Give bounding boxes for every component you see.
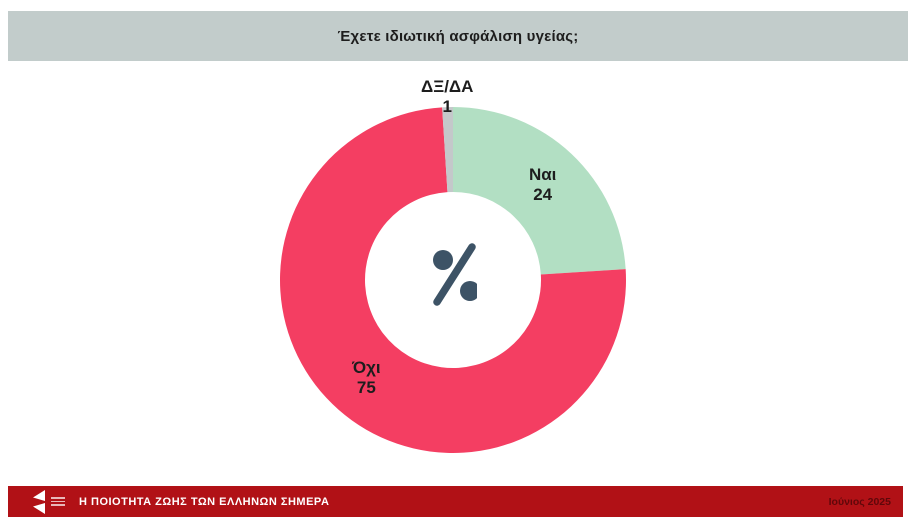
question-title-bar: Έχετε ιδιωτική ασφάλιση υγείας; [8,11,908,61]
slice-label-Όχι: Όχι 75 [352,358,381,398]
slice-name: ΔΞ/ΔΑ [421,77,474,97]
logo-text-lines [51,497,65,506]
slice-value: 24 [533,184,553,204]
slice-name: Όχι [352,358,381,378]
percent-icon [433,243,477,306]
footer-date: Ιούνιος 2025 [828,495,891,508]
question-title: Έχετε ιδιωτική ασφάλιση υγείας; [337,27,579,45]
footer-logo-icon [33,489,45,514]
slice-name: Ναι [528,164,557,184]
donut-slice-ΔΞ/ΔΑ [442,107,453,193]
donut-slice-Όχι [280,107,627,453]
slice-label-ΔΞ/ΔΑ: ΔΞ/ΔΑ 1 [421,77,473,117]
slice-value: 75 [356,378,376,398]
footer-title: Η ΠΟΙΟΤΗΤΑ ΖΩΗΣ ΤΩΝ ΕΛΛΗΝΩΝ ΣΗΜΕΡΑ [79,495,330,508]
slice-value: 1 [442,97,452,117]
slice-label-Ναι: Ναι 24 [529,165,556,205]
footer-bar: Η ΠΟΙΟΤΗΤΑ ΖΩΗΣ ΤΩΝ ΕΛΛΗΝΩΝ ΣΗΜΕΡΑ Ιούνι… [8,486,903,517]
donut-slice-Ναι [453,107,626,275]
